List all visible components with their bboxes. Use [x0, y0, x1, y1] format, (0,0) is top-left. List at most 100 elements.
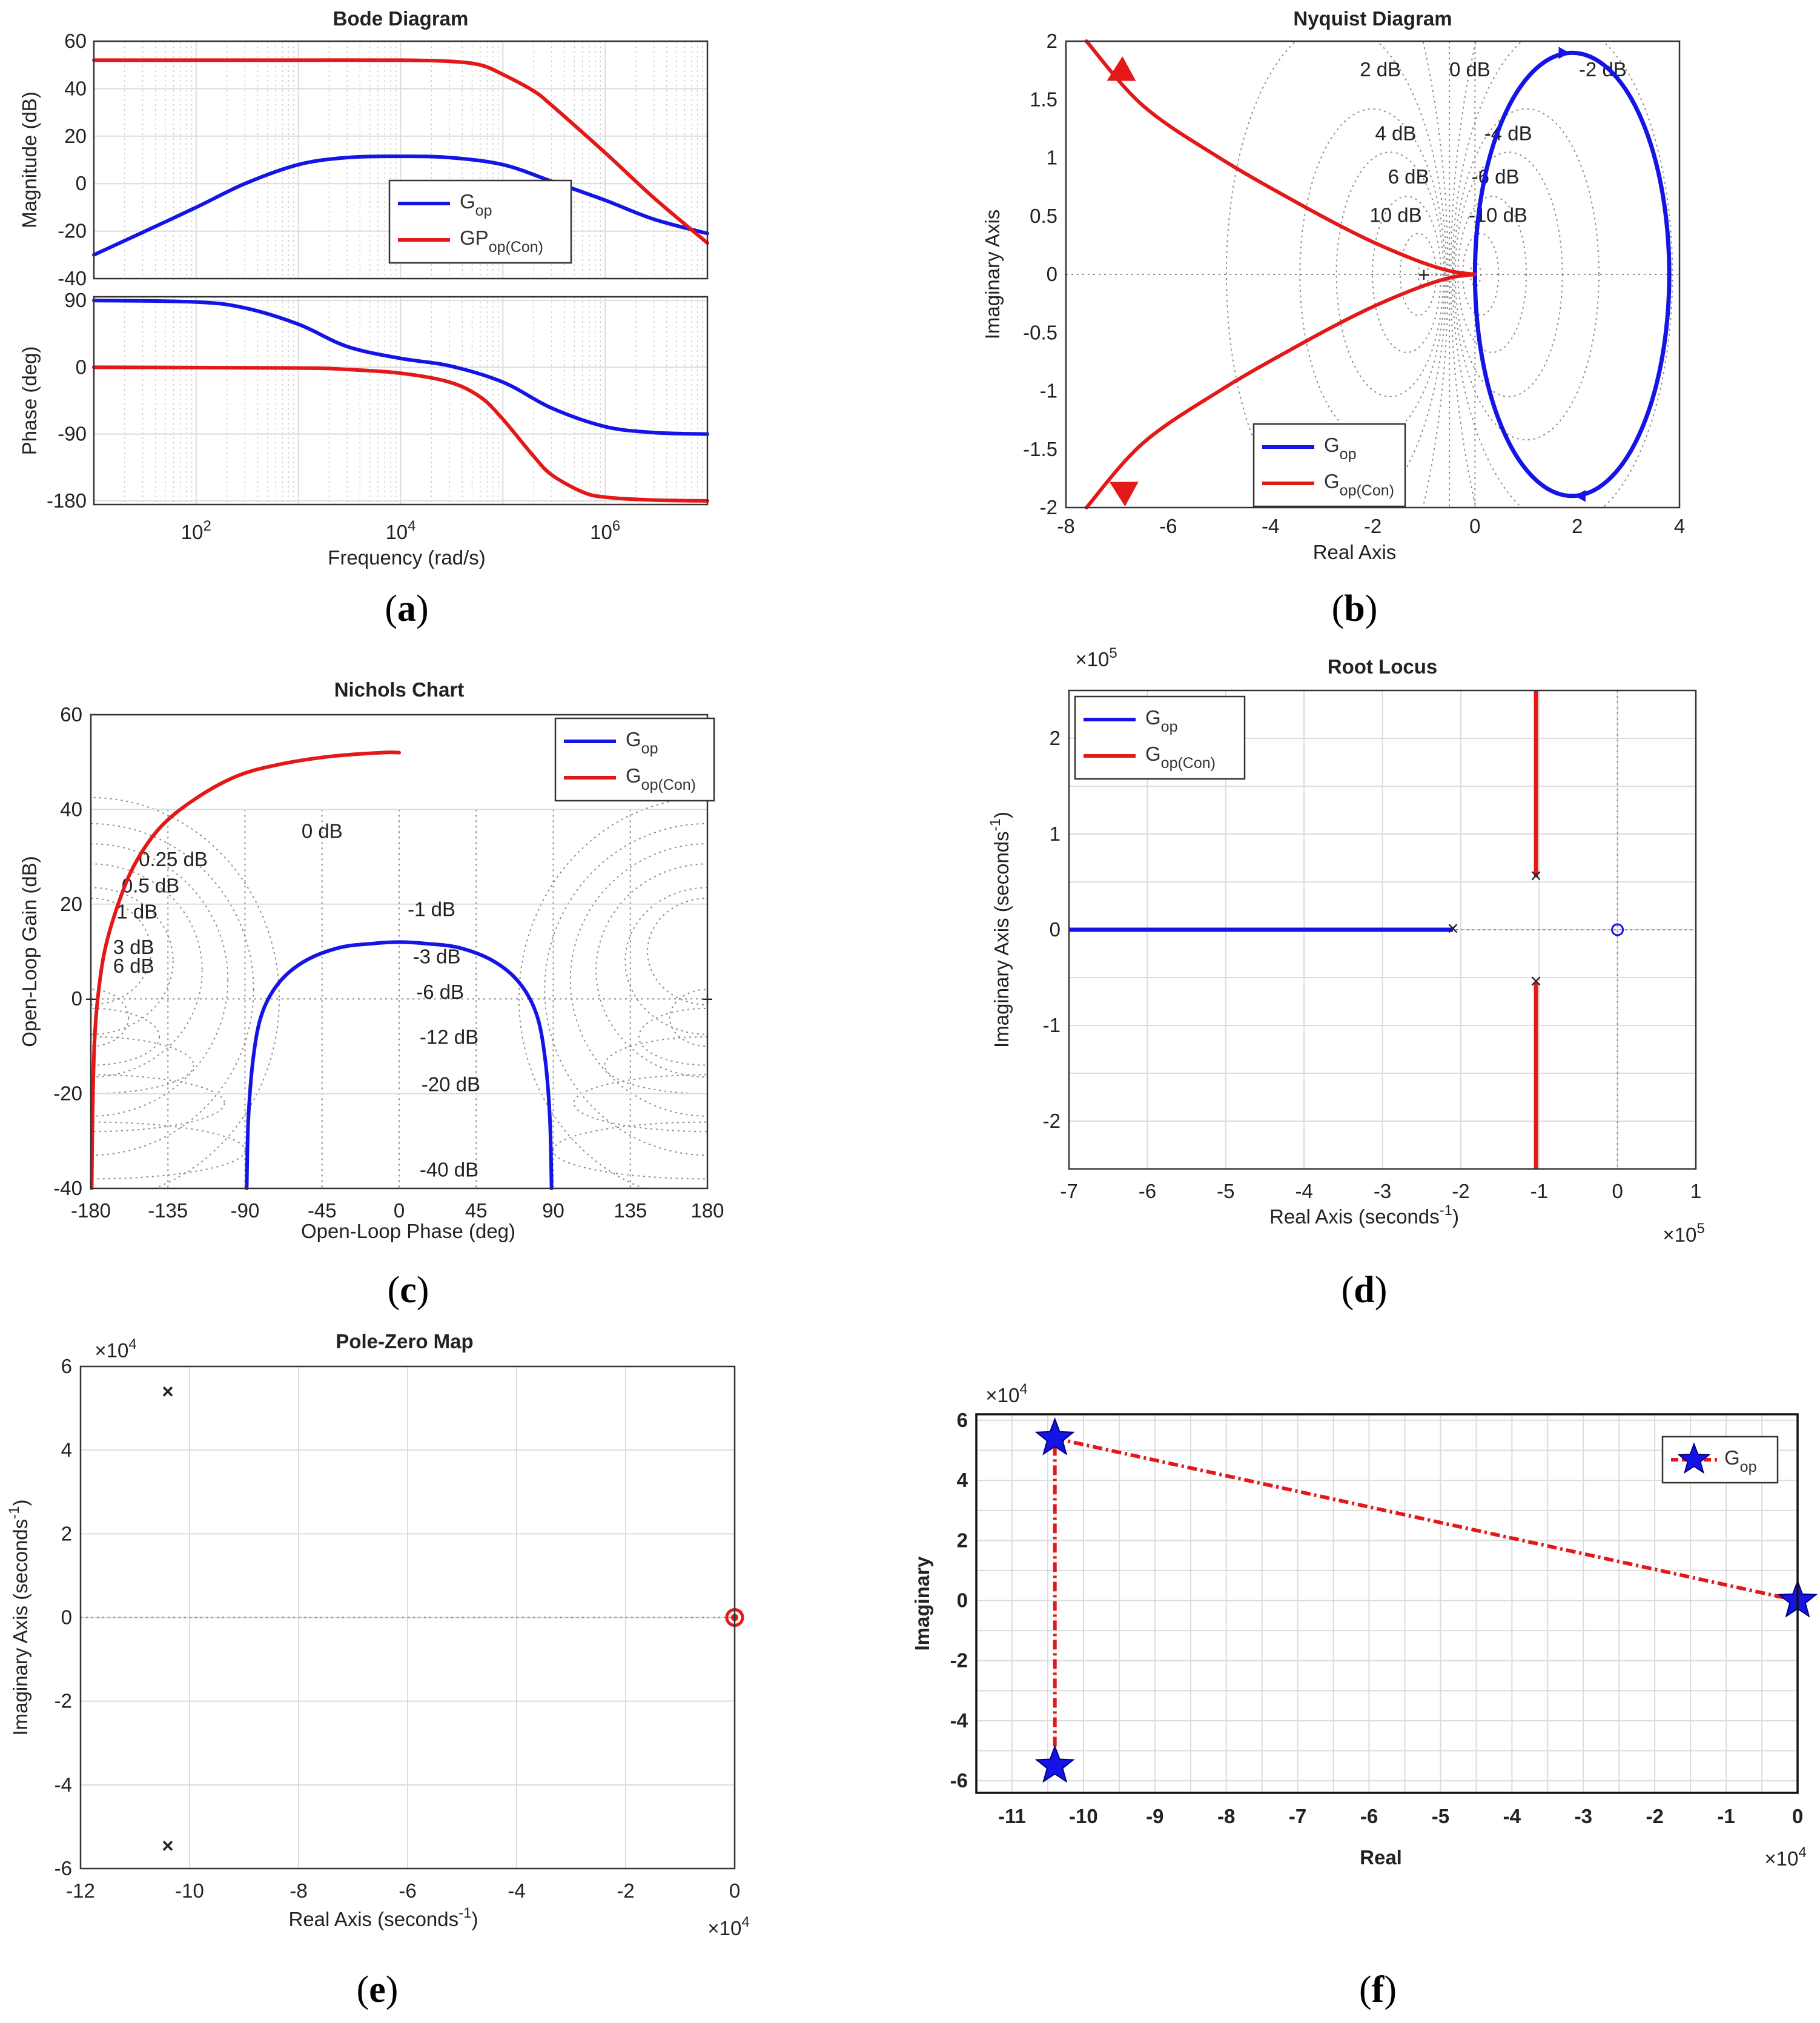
- x-tick-label: -1: [1530, 1180, 1548, 1202]
- y-tick-label: 0: [1050, 918, 1061, 941]
- x-tick-label: -10: [1069, 1805, 1098, 1827]
- plot-frame: [79, 1365, 736, 1870]
- panel-caption: (b): [1332, 588, 1378, 629]
- x-tick-label: -8: [1057, 515, 1074, 537]
- panel-caption: (d): [1342, 1270, 1388, 1311]
- chart-title: Nichols Chart: [334, 678, 465, 701]
- nichols-contour: [669, 988, 707, 1047]
- contour-label: 0.25 dB: [139, 848, 208, 870]
- plot-frame: [90, 714, 709, 1190]
- nichols-contour: [91, 863, 203, 1078]
- y-tick-label: -4: [950, 1709, 968, 1732]
- y-tick-label: -90: [58, 423, 87, 445]
- m-circle: [1462, 233, 1500, 316]
- x-tick-label: -2: [1646, 1805, 1664, 1827]
- contour-label: -40 dB: [420, 1158, 478, 1180]
- y-tick-label: 0: [1047, 263, 1057, 285]
- x-tick-label: 0: [1792, 1805, 1803, 1827]
- legend-label: Gop(Con): [1145, 743, 1216, 772]
- x-tick-label: -2: [1452, 1180, 1469, 1202]
- x-tick-label: -9: [1146, 1805, 1163, 1827]
- x-tick-label: 0: [394, 1199, 405, 1222]
- bode-subplot: -40 -20 0 20 40 60 Magnitude (dB): [18, 30, 709, 290]
- series-line-blue: [245, 940, 554, 1190]
- chart-legend: Gop GPop(Con): [388, 179, 572, 264]
- y-tick-label: -180: [47, 489, 87, 512]
- plot-frame: [1068, 689, 1697, 1170]
- y-tick-label: 90: [64, 289, 87, 311]
- legend-label: Gop: [1324, 434, 1356, 463]
- x-tick-label: -4: [1295, 1180, 1312, 1202]
- y-axis-multiplier: ×104: [985, 1381, 1027, 1406]
- y-tick-label: -2: [1040, 496, 1057, 518]
- y-tick-label: 0: [71, 987, 82, 1010]
- y-tick-label: 1.5: [1030, 88, 1057, 110]
- legend-box: [1252, 423, 1406, 508]
- panel-caption: (c): [388, 1270, 429, 1311]
- y-tick-label: -4: [55, 1773, 72, 1796]
- y-tick-label: -0.5: [1023, 321, 1057, 343]
- y-tick-label: 40: [64, 77, 87, 99]
- x-tick-label: -4: [1503, 1805, 1521, 1827]
- y-axis-label: Imaginary Axis: [981, 210, 1004, 340]
- x-tick-label: -8: [290, 1879, 307, 1902]
- plot-frame: [975, 1413, 1799, 1794]
- critical-point-marker: +: [1418, 263, 1429, 286]
- x-axis-label: Real: [1360, 1846, 1402, 1869]
- x-tick-label: 45: [465, 1199, 488, 1222]
- y-tick-label: 1: [1050, 823, 1061, 845]
- star-marker: [1034, 1417, 1075, 1455]
- series-line-red: [92, 365, 709, 503]
- legend-label: Gop(Con): [1324, 470, 1394, 499]
- y-tick-label: 2: [957, 1529, 968, 1551]
- m-circle-label: 4 dB: [1375, 122, 1417, 145]
- nichols-contour: [91, 1074, 225, 1133]
- x-axis-label: Real Axis (seconds-1): [289, 1905, 478, 1930]
- pole-marker: ×: [1447, 917, 1458, 939]
- legend-label: Gop: [460, 190, 492, 219]
- x-tick-label: -3: [1575, 1805, 1592, 1827]
- contour-label: -6 dB: [416, 981, 464, 1003]
- m-circle-grid: [1066, 41, 1679, 508]
- x-tick-label: -12: [66, 1879, 95, 1902]
- series-gopcon-branch: [1084, 273, 1477, 509]
- legend-label: Gop(Con): [626, 764, 696, 793]
- y-axis-multiplier: ×105: [1075, 645, 1117, 670]
- x-tick-label: -6: [399, 1879, 416, 1902]
- series-line-red: [90, 750, 401, 1190]
- legend-box: [1074, 695, 1246, 780]
- x-tick-label: -6: [1139, 1180, 1156, 1202]
- direction-arrow: [1107, 56, 1136, 81]
- y-axis-label: Open-Loop Gain (dB): [18, 856, 41, 1047]
- x-tick-label: -135: [148, 1199, 188, 1222]
- nichols-chart-panel: Nichols Chart -180 -135 -90 -45 0 45 90 135 180 -4…: [18, 678, 724, 1311]
- nichols-contour: [91, 887, 174, 1035]
- x-tick-label: 102: [181, 518, 211, 543]
- chart-legend: Gop Gop(Con): [554, 717, 715, 802]
- y-tick-label: 2: [61, 1522, 72, 1545]
- x-tick-label: 135: [614, 1199, 647, 1222]
- chart-title: Bode Diagram: [333, 7, 469, 30]
- y-axis-label: Imaginary Axis (seconds-1): [6, 1500, 31, 1736]
- nichols-contour: [518, 796, 707, 1188]
- plot-frame: [1065, 40, 1681, 509]
- star-marker: [1034, 1744, 1075, 1783]
- y-tick-label: 0: [957, 1589, 968, 1612]
- x-tick-label: 180: [690, 1199, 724, 1222]
- x-tick-label: -10: [175, 1879, 204, 1902]
- x-tick-label: -1: [1717, 1805, 1735, 1827]
- m-circle: [1299, 108, 1446, 441]
- x-tick-label: -90: [231, 1199, 260, 1222]
- y-tick-label: 0.5: [1030, 205, 1057, 227]
- y-tick-label: -2: [1043, 1110, 1061, 1132]
- x-axis-multiplier: ×105: [1663, 1220, 1704, 1246]
- zero-marker: [1611, 923, 1624, 936]
- x-tick-label: 4: [1674, 515, 1685, 537]
- contour-label: -1 dB: [408, 898, 455, 920]
- nichols-contour: [91, 796, 280, 1188]
- x-tick-label: -3: [1374, 1180, 1391, 1202]
- y-tick-label: 6: [61, 1355, 72, 1377]
- y-tick-label: 0: [76, 172, 87, 194]
- contour-label: 0 dB: [302, 819, 343, 842]
- chart-legend: Gop Gop(Con): [1252, 423, 1406, 508]
